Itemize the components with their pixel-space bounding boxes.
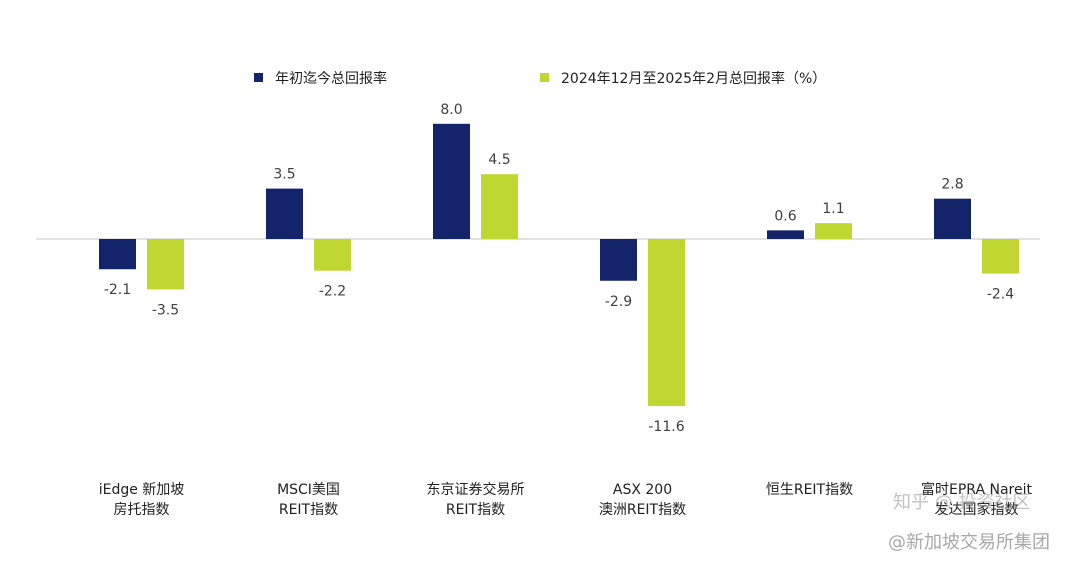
category-label-3-1: 东京证券交易所 (427, 481, 525, 498)
data-label-2-2: -2.2 (319, 284, 346, 300)
data-label-1-6: 2.8 (941, 177, 963, 193)
category-label-1-1: iEdge 新加坡 (99, 482, 185, 498)
category-label-2-2: REIT指数 (279, 502, 338, 518)
category-label-1-2: 房托指数 (114, 502, 170, 518)
data-label-1-2: 3.5 (273, 167, 295, 183)
bar-2-3 (481, 174, 518, 239)
data-label-2-3: 4.5 (488, 152, 510, 168)
data-label-1-4: -2.9 (605, 294, 632, 310)
bar-1-5 (767, 230, 804, 239)
bar-2-1 (147, 239, 184, 290)
category-label-2-1: MSCI美国 (277, 482, 340, 498)
legend: 年初迄今总回报率 2024年12月至2025年2月总回报率（%） (254, 70, 826, 87)
data-label-1-1: -2.1 (104, 282, 131, 298)
bar-2-2 (314, 239, 351, 271)
bar-2-5 (815, 223, 852, 239)
data-label-2-4: -11.6 (648, 419, 684, 435)
bar-1-3 (433, 123, 470, 239)
bar-1-1 (99, 239, 136, 270)
data-label-1-5: 0.6 (774, 208, 796, 224)
category-label-6-2: 发达国家指数 (935, 501, 1019, 518)
category-label-3-2: REIT指数 (446, 502, 505, 518)
legend-swatch-2 (540, 73, 549, 82)
data-label-2-5: 1.1 (822, 201, 844, 217)
category-label-6-1: 富时EPRA Nareit (921, 481, 1032, 498)
category-label-4-2: 澳洲REIT指数 (599, 502, 686, 518)
category-label-5-1: 恒生REIT指数 (766, 482, 853, 498)
category-label-4-1: ASX 200 (613, 482, 672, 498)
legend-label-2: 2024年12月至2025年2月总回报率（%） (561, 70, 826, 87)
bar-1-6 (934, 198, 971, 239)
watermark-source: @新加坡交易所集团 (888, 532, 1050, 553)
legend-swatch-1 (254, 73, 263, 82)
data-label-2-6: -2.4 (987, 287, 1014, 303)
bars-group: -2.1 -3.5 3.5 -2.2 8.0 4.5 -2.9 -11.6 0.6 1.1 2.8 -… (99, 102, 1019, 435)
data-label-1-3: 8.0 (440, 102, 462, 118)
watermark-community: 知乎 @ 投资社区 (893, 492, 1031, 513)
bar-1-2 (266, 188, 303, 239)
bar-1-4 (600, 239, 637, 281)
bar-2-4 (648, 239, 685, 407)
bar-2-6 (982, 239, 1019, 274)
data-label-2-1: -3.5 (152, 302, 179, 318)
legend-label-1: 年初迄今总回报率 (275, 70, 387, 87)
